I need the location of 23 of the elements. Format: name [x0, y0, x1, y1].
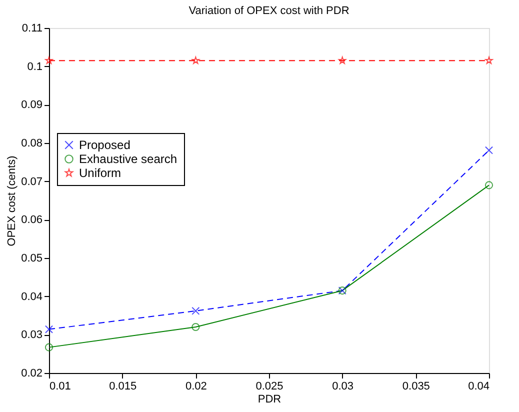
x-tick-label: 0.01: [50, 380, 71, 392]
x-tick-label: 0.03: [332, 380, 354, 392]
y-tick-label: 0.03: [21, 329, 42, 342]
x-tick-label: 0.015: [109, 380, 137, 392]
legend-label: Proposed: [79, 138, 130, 152]
y-axis-title: OPEX cost (cents): [6, 156, 18, 246]
y-tick-label: 0.07: [21, 176, 42, 188]
x-tick-label: 0.04: [468, 380, 490, 392]
x-tick-label: 0.035: [402, 380, 430, 392]
y-tick-label: 0.02: [21, 368, 42, 380]
y-tick-label: 0.09: [21, 99, 42, 112]
y-tick-label: 0.04: [21, 290, 42, 303]
y-tick-label: 0.1: [27, 60, 42, 73]
legend-label: Uniform: [79, 166, 122, 180]
y-tick-label: 0.05: [21, 252, 42, 264]
y-tick-label: 0.08: [21, 138, 42, 150]
chart-title: Variation of OPEX cost with PDR: [188, 5, 350, 17]
x-tick-label: 0.02: [185, 380, 207, 392]
x-axis-title: PDR: [258, 394, 282, 406]
x-tick-label: 0.025: [256, 380, 284, 392]
y-tick-label: 0.11: [22, 22, 42, 34]
legend-label: Exhaustive search: [79, 152, 178, 166]
y-tick-label: 0.06: [21, 214, 42, 226]
